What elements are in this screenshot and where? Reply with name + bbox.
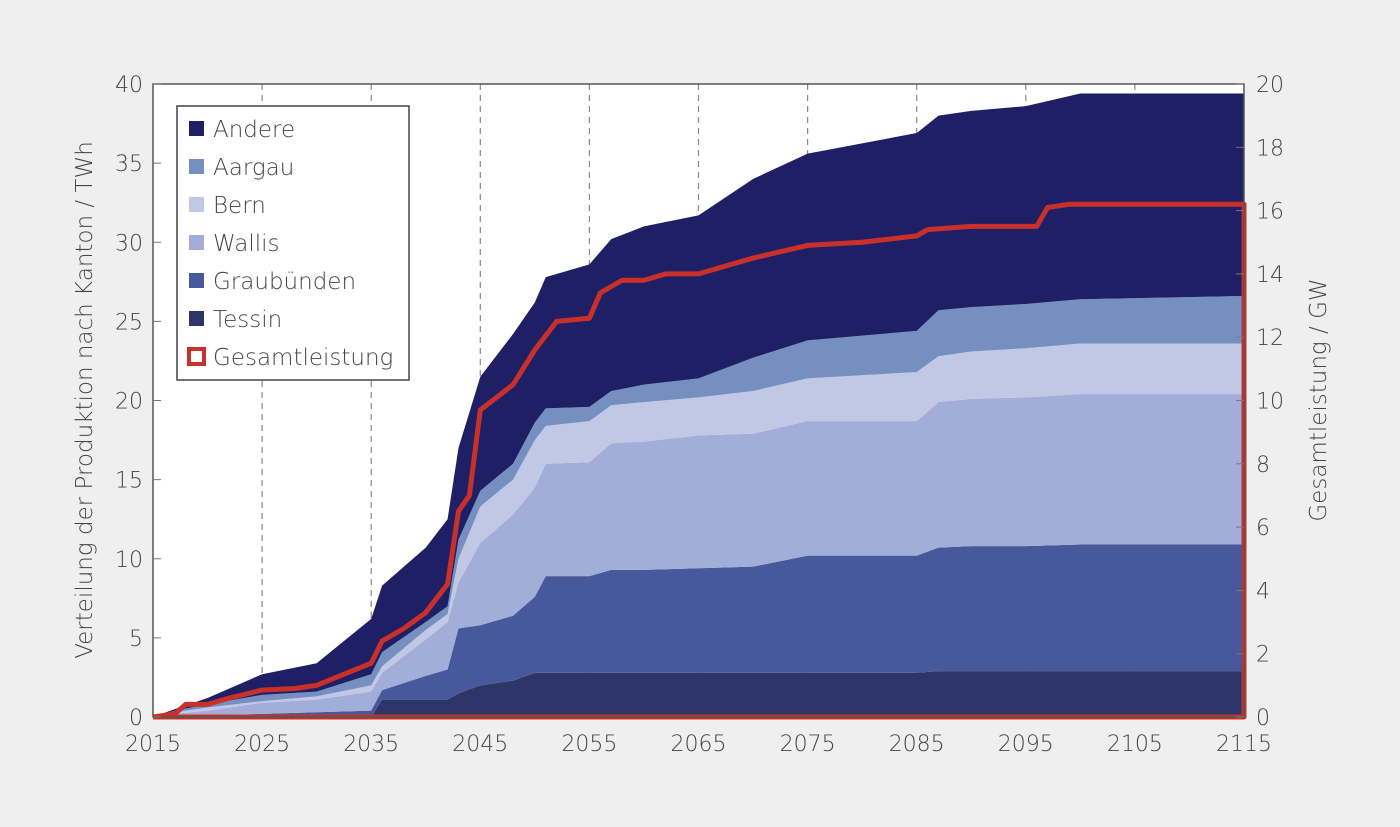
area-aargau <box>153 296 1244 717</box>
y2-tick-label: 6 <box>1256 516 1270 541</box>
area-bern <box>153 343 1244 717</box>
legend-item: Graubünden <box>189 269 356 295</box>
legend-label: Wallis <box>213 231 280 257</box>
legend-label: Graubünden <box>213 269 356 295</box>
y-tick-label: 35 <box>115 152 143 177</box>
legend-item: Gesamtleistung <box>187 345 393 371</box>
x-tick-label: 2025 <box>234 732 290 757</box>
x-tick-label: 2115 <box>1216 732 1272 757</box>
y-tick-label: 20 <box>115 390 143 415</box>
x-tick-label: 2065 <box>671 732 727 757</box>
line-gesamtleistung <box>152 201 1247 720</box>
legend-swatch <box>189 159 204 174</box>
area-wallis <box>153 394 1244 717</box>
y2-tick-label: 8 <box>1256 453 1270 478</box>
legend-label: Tessin <box>213 307 282 333</box>
y-tick-label: 30 <box>115 231 143 256</box>
legend-label: Gesamtleistung <box>213 345 393 371</box>
legend-box <box>176 105 410 381</box>
y2-tick-label: 16 <box>1256 200 1284 225</box>
x-tick-label: 2045 <box>452 732 508 757</box>
legend: Andere Aargau Bern Wallis Graubünden Tessin Ge… <box>176 105 410 381</box>
x-tick-label: 2105 <box>1107 732 1163 757</box>
y2-tick-label: 0 <box>1256 706 1270 731</box>
x-tick-label: 2035 <box>343 732 399 757</box>
y-tick-label: 25 <box>115 310 143 335</box>
y-tick-label: 40 <box>115 73 143 98</box>
x-tick-label: 2015 <box>125 732 181 757</box>
x-tick-label: 2055 <box>561 732 617 757</box>
y2-tick-label: 4 <box>1256 579 1270 604</box>
legend-swatch <box>189 311 204 326</box>
legend-swatch <box>189 235 204 250</box>
x-tick-label: 2075 <box>780 732 836 757</box>
axes: 2015 2025 2035 2045 2055 2065 2075 2085 2095 2105… <box>115 73 1284 757</box>
area-tessin <box>153 671 1244 717</box>
y2-tick-label: 12 <box>1256 326 1284 351</box>
y-tick-label: 0 <box>129 706 143 731</box>
legend-item: Tessin <box>189 307 282 333</box>
legend-swatch <box>187 347 206 366</box>
legend-label: Aargau <box>213 155 294 181</box>
x-tick-label: 2085 <box>889 732 945 757</box>
y-tick-label: 10 <box>115 548 143 573</box>
legend-item: Aargau <box>189 155 294 181</box>
legend-item: Wallis <box>189 231 280 257</box>
y2-tick-label: 10 <box>1256 390 1284 415</box>
y2-axis-label: Gesamtleistung / GW <box>1306 278 1332 521</box>
legend-swatch <box>189 273 204 288</box>
y2-tick-label: 2 <box>1256 643 1270 668</box>
y2-tick-label: 14 <box>1256 263 1284 288</box>
y-tick-label: 5 <box>129 627 143 652</box>
y2-tick-label: 18 <box>1256 136 1284 161</box>
line-layer <box>152 201 1247 720</box>
legend-label: Andere <box>213 117 295 143</box>
area-graubünden <box>153 544 1244 717</box>
legend-item: Bern <box>189 193 266 219</box>
area-andere <box>153 93 1244 718</box>
y-tick-label: 15 <box>115 469 143 494</box>
y2-tick-label: 20 <box>1256 73 1284 98</box>
x-tick-label: 2095 <box>998 732 1054 757</box>
y-axis-label: Verteilung der Produktion nach Kanton / … <box>72 141 98 659</box>
legend-item: Andere <box>189 117 295 143</box>
legend-label: Bern <box>213 193 266 219</box>
legend-swatch <box>189 197 204 212</box>
legend-swatch <box>189 121 204 136</box>
areas <box>153 93 1244 718</box>
